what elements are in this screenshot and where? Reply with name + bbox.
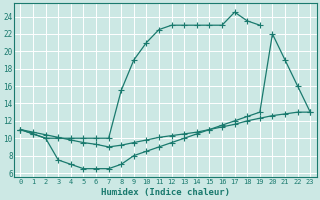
X-axis label: Humidex (Indice chaleur): Humidex (Indice chaleur) <box>101 188 230 197</box>
